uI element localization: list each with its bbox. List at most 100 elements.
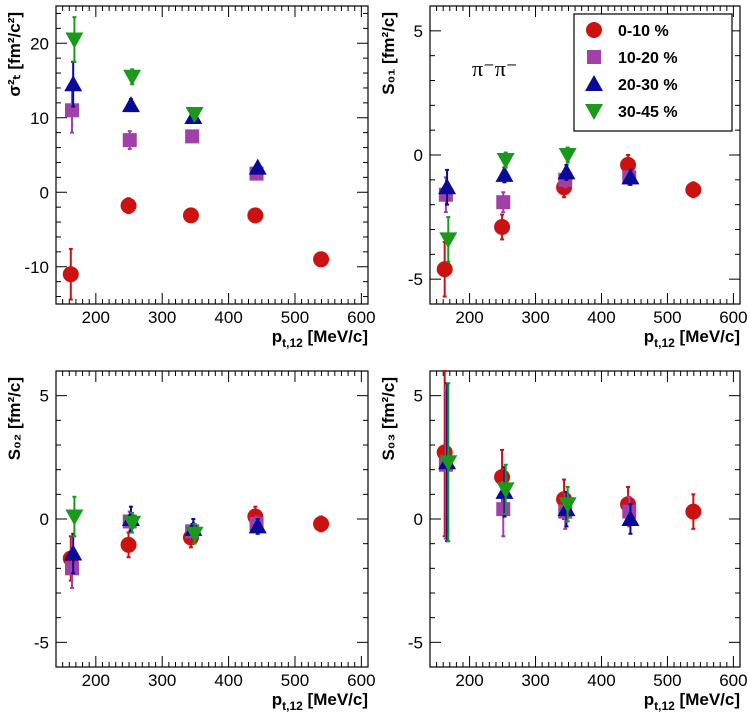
data-point: [621, 168, 640, 185]
data-point: [558, 148, 577, 164]
series-0-10-: [436, 154, 702, 298]
data-point: [182, 207, 199, 224]
x-tick-label: 500: [281, 308, 309, 327]
data-point: [123, 515, 142, 532]
series-10-20-: [64, 86, 264, 181]
data-point: [185, 107, 204, 124]
x-tick-label: 600: [719, 671, 747, 690]
data-point: [123, 69, 142, 86]
data-point: [64, 561, 79, 576]
y-axis-title: S₀₂ [fm²/c]: [5, 377, 24, 460]
data-point: [248, 158, 267, 175]
x-tick-label: 200: [455, 308, 483, 327]
panel-s02: 200 300 400 500 600 -5 0 5 pt,12 [MeV/c] S₀₂ [fm²…: [5, 370, 376, 713]
data-point: [496, 502, 511, 517]
data-point: [685, 181, 702, 198]
x-tick-label: 300: [521, 308, 549, 327]
data-point: [185, 129, 200, 144]
x-axis-title: pt,12 [MeV/c]: [644, 327, 740, 350]
legend-label: 30-45 %: [618, 104, 678, 121]
data-point: [438, 178, 457, 195]
series-30-45-: [439, 382, 577, 543]
data-point: [313, 251, 330, 268]
data-point: [494, 219, 511, 236]
y-axis-title: σ²ₜ [fm²/c²]: [5, 12, 24, 97]
y-tick-label: -10: [24, 258, 49, 277]
data-point: [247, 207, 264, 224]
x-tick-label: 200: [455, 671, 483, 690]
y-axis-title: S₀₁ [fm²/c]: [379, 12, 398, 95]
data-point: [65, 32, 84, 49]
y-tick-label: -5: [34, 633, 49, 652]
legend-marker: [585, 75, 603, 91]
y-tick-label: 0: [40, 183, 49, 202]
legend-marker: [587, 50, 601, 64]
data-point: [621, 510, 640, 526]
data-point: [495, 165, 514, 182]
y-tick-label: 10: [30, 109, 49, 128]
data-point: [496, 195, 511, 210]
panel-sigma: 200 300 400 500 600 -10 0 10 20 pt,12 [MeV/c] σ²ₜ …: [5, 5, 376, 350]
y-tick-label: 0: [414, 146, 423, 165]
series-0-10-: [62, 197, 330, 301]
panel-s03: 200 300 400 500 600 -5 0 5 pt,12 [MeV/c] S₀₃ [fm²…: [379, 370, 747, 713]
series-30-45-: [65, 16, 204, 124]
data-point: [313, 515, 330, 532]
series-30-45-: [65, 495, 204, 545]
legend-label: 10-20 %: [618, 50, 678, 67]
legend: 0-10 % 10-20 % 20-30 % 30-45 %: [573, 13, 733, 132]
panel-s01: 200 300 400 500 600 -5 0 5 pt,12 [MeV/c] S₀₁ [fm²…: [379, 5, 747, 350]
data-point: [64, 75, 83, 92]
series-10-20-: [64, 510, 264, 590]
x-tick-label: 200: [82, 671, 110, 690]
data-point: [248, 517, 267, 534]
x-tick-label: 500: [653, 671, 681, 690]
data-point: [64, 103, 79, 118]
series-20-30-: [64, 60, 267, 175]
data-point: [64, 544, 83, 561]
data-point: [685, 503, 702, 520]
x-tick-label: 400: [214, 671, 242, 690]
legend-marker: [585, 104, 603, 120]
y-tick-label: 5: [40, 387, 49, 406]
data-point: [120, 536, 137, 553]
data-point: [496, 482, 515, 499]
series-10-20-: [438, 168, 637, 214]
x-axis-title: pt,12 [MeV/c]: [272, 690, 368, 713]
x-tick-label: 300: [521, 671, 549, 690]
data-point: [65, 509, 84, 526]
series-10-20-: [438, 389, 637, 540]
x-tick-label: 400: [214, 308, 242, 327]
y-tick-label: -5: [408, 270, 423, 289]
x-tick-label: 600: [347, 671, 375, 690]
legend-marker: [586, 22, 602, 38]
data-point: [121, 96, 140, 113]
data-point: [439, 455, 458, 472]
series-20-30-: [64, 505, 267, 575]
y-tick-label: 5: [414, 387, 423, 406]
y-tick-label: 5: [414, 22, 423, 41]
x-tick-label: 600: [347, 308, 375, 327]
plot-frame: [55, 5, 369, 305]
x-axis-title: pt,12 [MeV/c]: [272, 327, 368, 350]
series-30-45-: [439, 146, 577, 263]
data-point: [62, 266, 79, 283]
data-point: [558, 497, 577, 514]
x-tick-label: 500: [281, 671, 309, 690]
data-point: [120, 197, 137, 214]
y-tick-label: -5: [408, 633, 423, 652]
x-tick-label: 300: [148, 671, 176, 690]
data-point: [185, 526, 204, 543]
y-tick-label: 0: [40, 510, 49, 529]
legend-label: 0-10 %: [618, 23, 669, 40]
x-tick-label: 200: [82, 308, 110, 327]
series-20-30-: [438, 163, 640, 206]
data-point: [436, 261, 453, 278]
y-tick-label: 20: [30, 34, 49, 53]
data-point: [496, 152, 515, 169]
series-20-30-: [438, 382, 640, 543]
data-point: [122, 133, 137, 148]
x-axis-title: pt,12 [MeV/c]: [644, 690, 740, 713]
x-tick-label: 400: [587, 671, 615, 690]
